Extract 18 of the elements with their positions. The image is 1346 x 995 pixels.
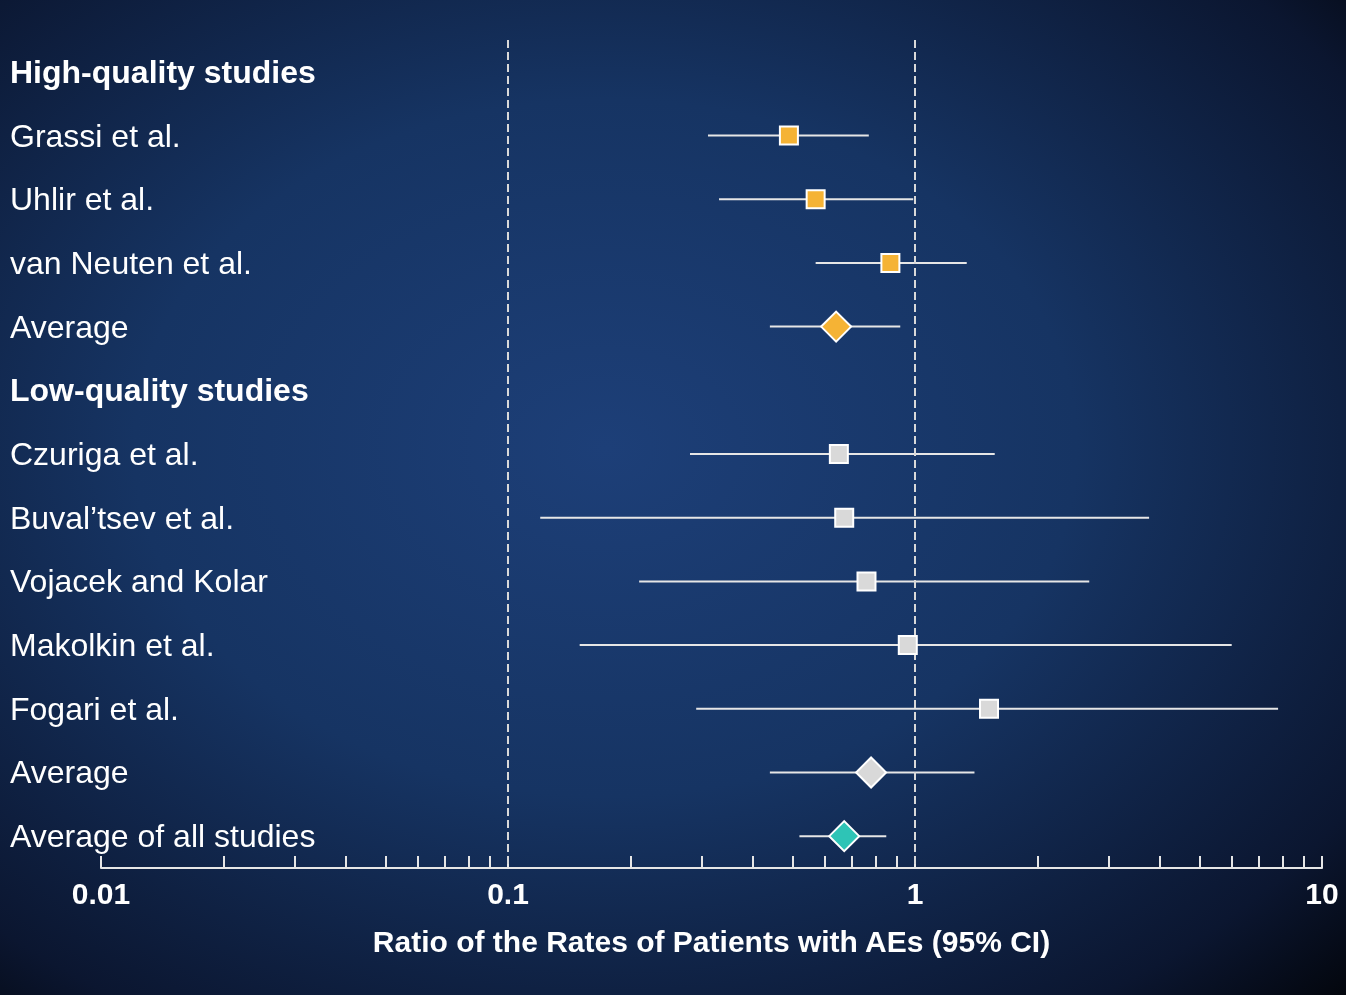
y-tick-label: Fogari et al.: [10, 690, 179, 727]
y-tick-label: Grassi et al.: [10, 117, 181, 154]
y-tick-label: Czuriga et al.: [10, 436, 199, 472]
y-tick-label: Average of all studies: [10, 818, 316, 855]
y-tick-label: Uhlir et al.: [10, 181, 155, 218]
x-tick-label: 0.1: [487, 876, 529, 910]
y-tick-label: Average: [10, 308, 129, 345]
y-tick-label: High-quality studies: [10, 53, 316, 90]
y-tick-label: Low-quality studies: [10, 372, 309, 409]
y-tick-label: Buval’tsev et al.: [10, 499, 235, 536]
x-tick-label: 0.01: [71, 876, 131, 910]
y-tick-label: Vojacek and Kolar: [10, 563, 269, 600]
x-tick-label: 1: [906, 876, 924, 910]
y-tick-label: Average: [10, 754, 129, 791]
x-tick-label: 10: [1305, 876, 1339, 910]
x-axis-title: Ratio of the Rates of Patients with AEs (95% CI): [372, 924, 1051, 958]
y-tick-label: Makolkin et al.: [10, 627, 215, 664]
y-tick-label: van Neuten et al.: [10, 244, 252, 281]
